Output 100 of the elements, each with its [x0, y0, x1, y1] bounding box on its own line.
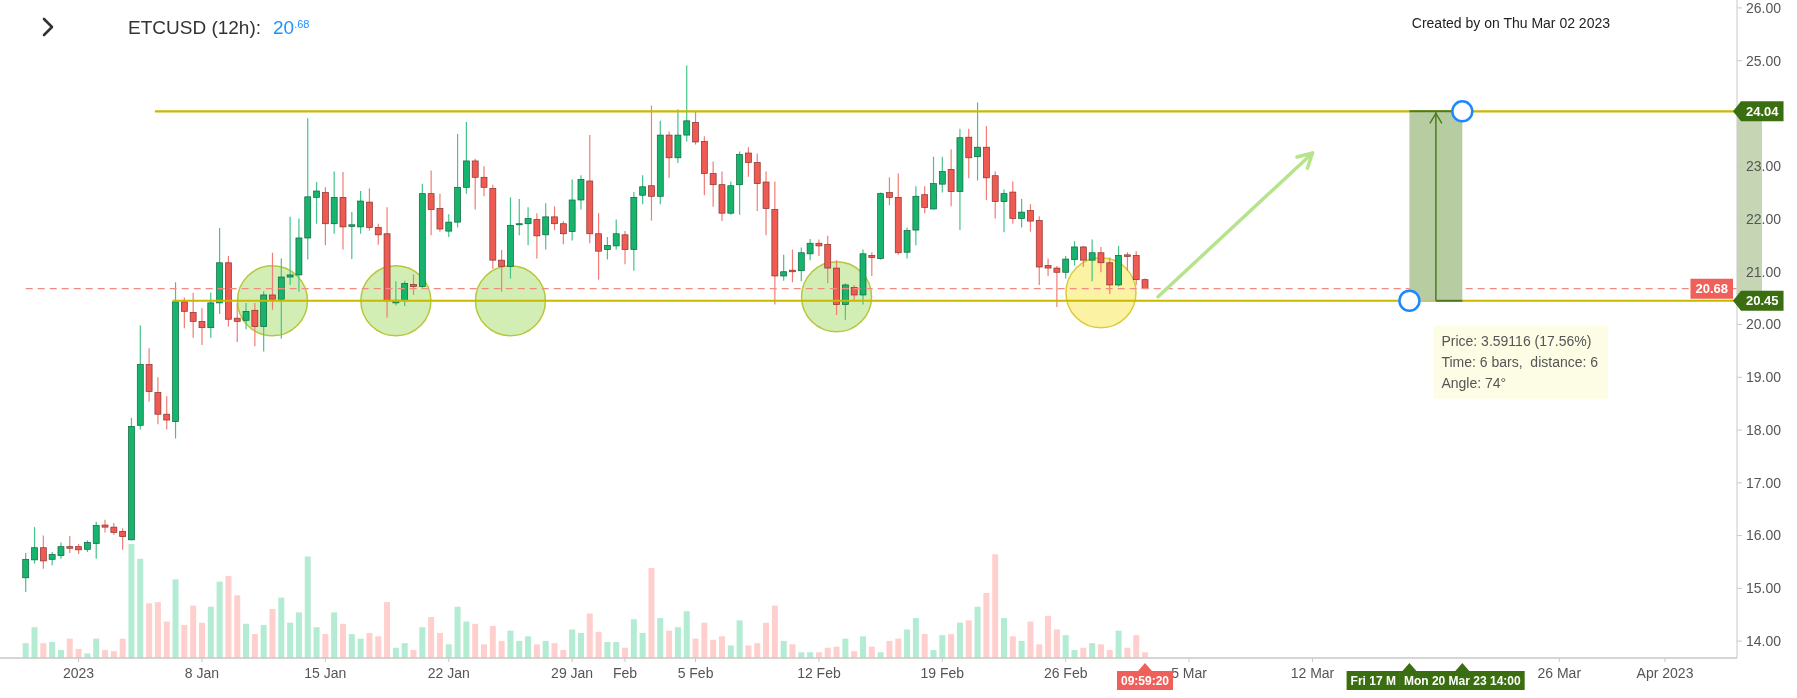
bar	[771, 605, 778, 658]
bar	[577, 632, 584, 658]
bar	[1045, 615, 1052, 658]
bar	[630, 619, 637, 658]
candlestick	[1027, 203, 1034, 233]
candlestick	[974, 101, 981, 182]
bar	[66, 638, 73, 658]
candlestick	[1018, 198, 1025, 229]
candlestick	[780, 254, 788, 282]
y-tick-label: 14.00	[1746, 633, 1782, 650]
bar	[348, 634, 355, 658]
bar	[507, 630, 514, 658]
candlestick	[31, 526, 38, 565]
bar	[375, 636, 382, 658]
bar	[366, 632, 373, 658]
bar	[1133, 635, 1140, 658]
bar	[1097, 644, 1104, 658]
bar	[780, 640, 787, 658]
bar	[1062, 635, 1069, 658]
x-tick-label: 15 Jan	[304, 665, 347, 681]
bar	[639, 632, 646, 658]
annotation: Angle: 74°	[1441, 374, 1507, 391]
bar	[842, 638, 849, 658]
bar	[921, 634, 928, 658]
bar	[965, 620, 972, 658]
bar	[128, 544, 135, 658]
bar	[93, 638, 100, 658]
bar	[207, 606, 214, 658]
bar	[445, 644, 452, 658]
bar	[525, 636, 532, 658]
bar	[613, 642, 620, 658]
x-tick-label: 8 Jan	[184, 665, 220, 681]
bar	[340, 623, 346, 658]
candlestick	[551, 205, 558, 231]
bar	[436, 632, 443, 658]
candlestick	[39, 534, 47, 570]
bar	[243, 623, 250, 658]
annotation: Time: 6 bars, distance: 6	[1441, 353, 1599, 370]
candlestick	[595, 212, 602, 281]
bar	[260, 624, 267, 658]
candlestick	[789, 248, 796, 283]
bar	[304, 556, 311, 658]
x-tick-label: Feb	[612, 665, 638, 681]
bar	[137, 558, 144, 658]
bar	[269, 608, 276, 658]
bar	[533, 644, 540, 658]
y-tick-label: 23.00	[1746, 158, 1782, 175]
text: Fri 17 M	[1350, 674, 1396, 688]
candlestick	[92, 521, 100, 560]
candlestick	[621, 230, 629, 265]
candlestick	[313, 181, 320, 225]
candlestick	[498, 249, 505, 293]
candlestick	[612, 218, 620, 251]
bar	[1018, 640, 1025, 658]
y-tick-label: 15.00	[1746, 580, 1782, 597]
candlestick	[938, 156, 946, 194]
bar	[692, 638, 699, 658]
candlestick	[868, 251, 876, 277]
bar	[701, 622, 708, 658]
bar	[948, 634, 955, 658]
bar	[1089, 643, 1096, 658]
bar	[234, 595, 241, 658]
bar	[322, 634, 329, 658]
y-tick-label: 21.00	[1746, 263, 1782, 280]
candlestick	[410, 273, 417, 296]
bar	[683, 611, 690, 658]
bar	[251, 634, 258, 658]
y-tick-label: 26.00	[1746, 0, 1782, 16]
bar	[287, 622, 294, 658]
candlestick	[1062, 255, 1070, 280]
x-tick-label: Apr 2023	[1636, 665, 1694, 681]
y-tick-label: 16.00	[1746, 527, 1782, 544]
candlestick	[1088, 238, 1096, 282]
candlestick	[181, 297, 188, 329]
bar	[974, 606, 981, 658]
bar	[498, 640, 505, 658]
bar	[763, 622, 770, 658]
bar	[586, 613, 593, 658]
bar	[710, 639, 717, 658]
y-tick-label: 19.00	[1746, 369, 1782, 386]
bar	[463, 621, 470, 658]
candlestick	[445, 213, 453, 238]
bar	[172, 579, 179, 658]
bar	[754, 643, 761, 658]
text: ETCUSD (12h):	[128, 17, 262, 38]
bar	[489, 626, 496, 658]
candlestick	[119, 527, 126, 551]
bar	[481, 644, 488, 658]
y-tick-label: 22.00	[1746, 210, 1782, 227]
bar	[331, 612, 338, 658]
y-tick-label: 20.00	[1746, 316, 1782, 333]
bar	[904, 629, 911, 658]
candlestick	[1124, 251, 1131, 272]
bar	[789, 644, 796, 658]
y-tick-label: 18.00	[1746, 421, 1782, 438]
bar	[1115, 630, 1122, 658]
bar	[401, 643, 408, 658]
ref-line-label: 20.68	[1695, 281, 1728, 297]
bar	[1053, 629, 1060, 658]
candlestick	[648, 104, 655, 222]
